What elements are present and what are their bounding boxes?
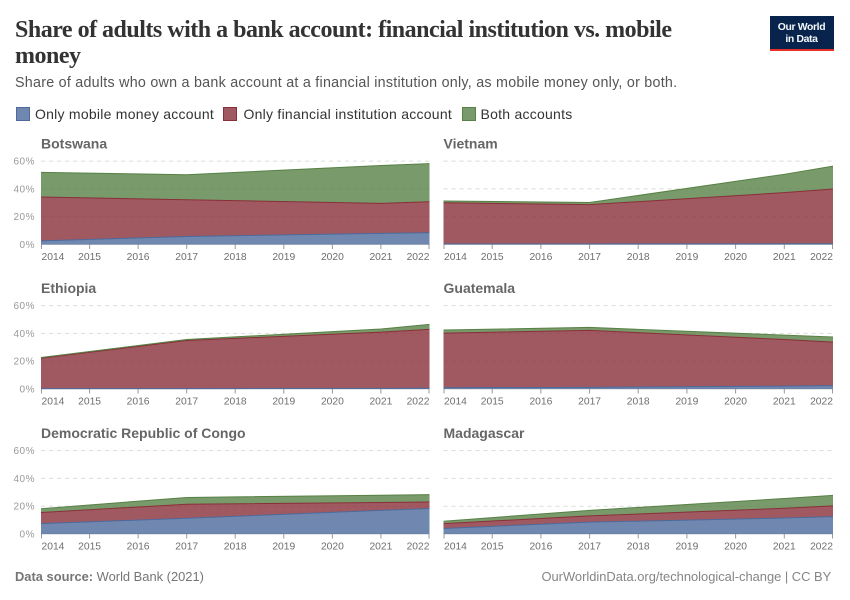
- svg-text:2020: 2020: [724, 542, 747, 553]
- svg-text:Botswana: Botswana: [41, 135, 107, 151]
- svg-text:2015: 2015: [78, 252, 101, 263]
- svg-text:2021: 2021: [369, 252, 392, 263]
- svg-text:2016: 2016: [529, 252, 552, 263]
- svg-text:2017: 2017: [175, 397, 198, 408]
- svg-text:2021: 2021: [369, 397, 392, 408]
- svg-text:2020: 2020: [724, 252, 747, 263]
- svg-text:2017: 2017: [578, 542, 601, 553]
- svg-text:2014: 2014: [42, 397, 65, 408]
- svg-text:Madagascar: Madagascar: [444, 425, 525, 441]
- svg-text:2019: 2019: [272, 252, 295, 263]
- svg-text:2019: 2019: [675, 397, 698, 408]
- svg-text:2016: 2016: [127, 542, 150, 553]
- svg-text:2017: 2017: [578, 397, 601, 408]
- svg-text:20%: 20%: [13, 357, 35, 368]
- svg-text:2022: 2022: [407, 252, 430, 263]
- svg-text:2015: 2015: [481, 252, 504, 263]
- svg-text:0%: 0%: [20, 240, 35, 251]
- svg-text:2021: 2021: [773, 397, 796, 408]
- svg-text:2015: 2015: [481, 397, 504, 408]
- svg-text:2019: 2019: [675, 252, 698, 263]
- svg-text:2022: 2022: [407, 397, 430, 408]
- svg-text:2014: 2014: [444, 397, 467, 408]
- svg-text:60%: 60%: [13, 301, 35, 312]
- svg-text:40%: 40%: [13, 184, 35, 195]
- svg-text:2018: 2018: [627, 397, 650, 408]
- svg-text:2020: 2020: [321, 252, 344, 263]
- svg-text:20%: 20%: [13, 502, 35, 513]
- svg-text:40%: 40%: [13, 329, 35, 340]
- svg-text:2016: 2016: [529, 542, 552, 553]
- svg-text:2017: 2017: [175, 252, 198, 263]
- svg-text:2015: 2015: [481, 542, 504, 553]
- svg-text:60%: 60%: [13, 157, 35, 168]
- svg-text:2021: 2021: [369, 542, 392, 553]
- svg-text:2019: 2019: [272, 542, 295, 553]
- svg-text:2019: 2019: [675, 542, 698, 553]
- svg-text:2017: 2017: [578, 252, 601, 263]
- svg-text:2022: 2022: [407, 542, 430, 553]
- svg-text:2015: 2015: [78, 542, 101, 553]
- svg-text:Ethiopia: Ethiopia: [41, 280, 96, 296]
- svg-text:2014: 2014: [42, 542, 65, 553]
- svg-text:2022: 2022: [810, 542, 833, 553]
- svg-text:2018: 2018: [627, 542, 650, 553]
- svg-text:2014: 2014: [444, 252, 467, 263]
- svg-text:2016: 2016: [127, 397, 150, 408]
- svg-text:2020: 2020: [724, 397, 747, 408]
- svg-text:Democratic Republic of Congo: Democratic Republic of Congo: [41, 425, 246, 441]
- svg-text:2014: 2014: [42, 252, 65, 263]
- svg-text:2022: 2022: [810, 252, 833, 263]
- svg-text:2018: 2018: [224, 542, 247, 553]
- svg-text:2022: 2022: [810, 397, 833, 408]
- svg-text:20%: 20%: [13, 212, 35, 223]
- svg-text:2020: 2020: [321, 542, 344, 553]
- svg-text:2021: 2021: [773, 252, 796, 263]
- svg-text:2018: 2018: [627, 252, 650, 263]
- svg-text:40%: 40%: [13, 474, 35, 485]
- svg-text:Vietnam: Vietnam: [444, 135, 498, 151]
- svg-text:2014: 2014: [444, 542, 467, 553]
- svg-text:0%: 0%: [20, 384, 35, 395]
- svg-text:60%: 60%: [13, 446, 35, 457]
- svg-text:2016: 2016: [127, 252, 150, 263]
- svg-text:Guatemala: Guatemala: [444, 280, 516, 296]
- svg-text:0%: 0%: [20, 529, 35, 540]
- svg-text:2018: 2018: [224, 252, 247, 263]
- svg-text:2018: 2018: [224, 397, 247, 408]
- svg-text:2015: 2015: [78, 397, 101, 408]
- svg-text:2017: 2017: [175, 542, 198, 553]
- svg-text:2021: 2021: [773, 542, 796, 553]
- svg-text:2016: 2016: [529, 397, 552, 408]
- svg-text:2019: 2019: [272, 397, 295, 408]
- svg-text:2020: 2020: [321, 397, 344, 408]
